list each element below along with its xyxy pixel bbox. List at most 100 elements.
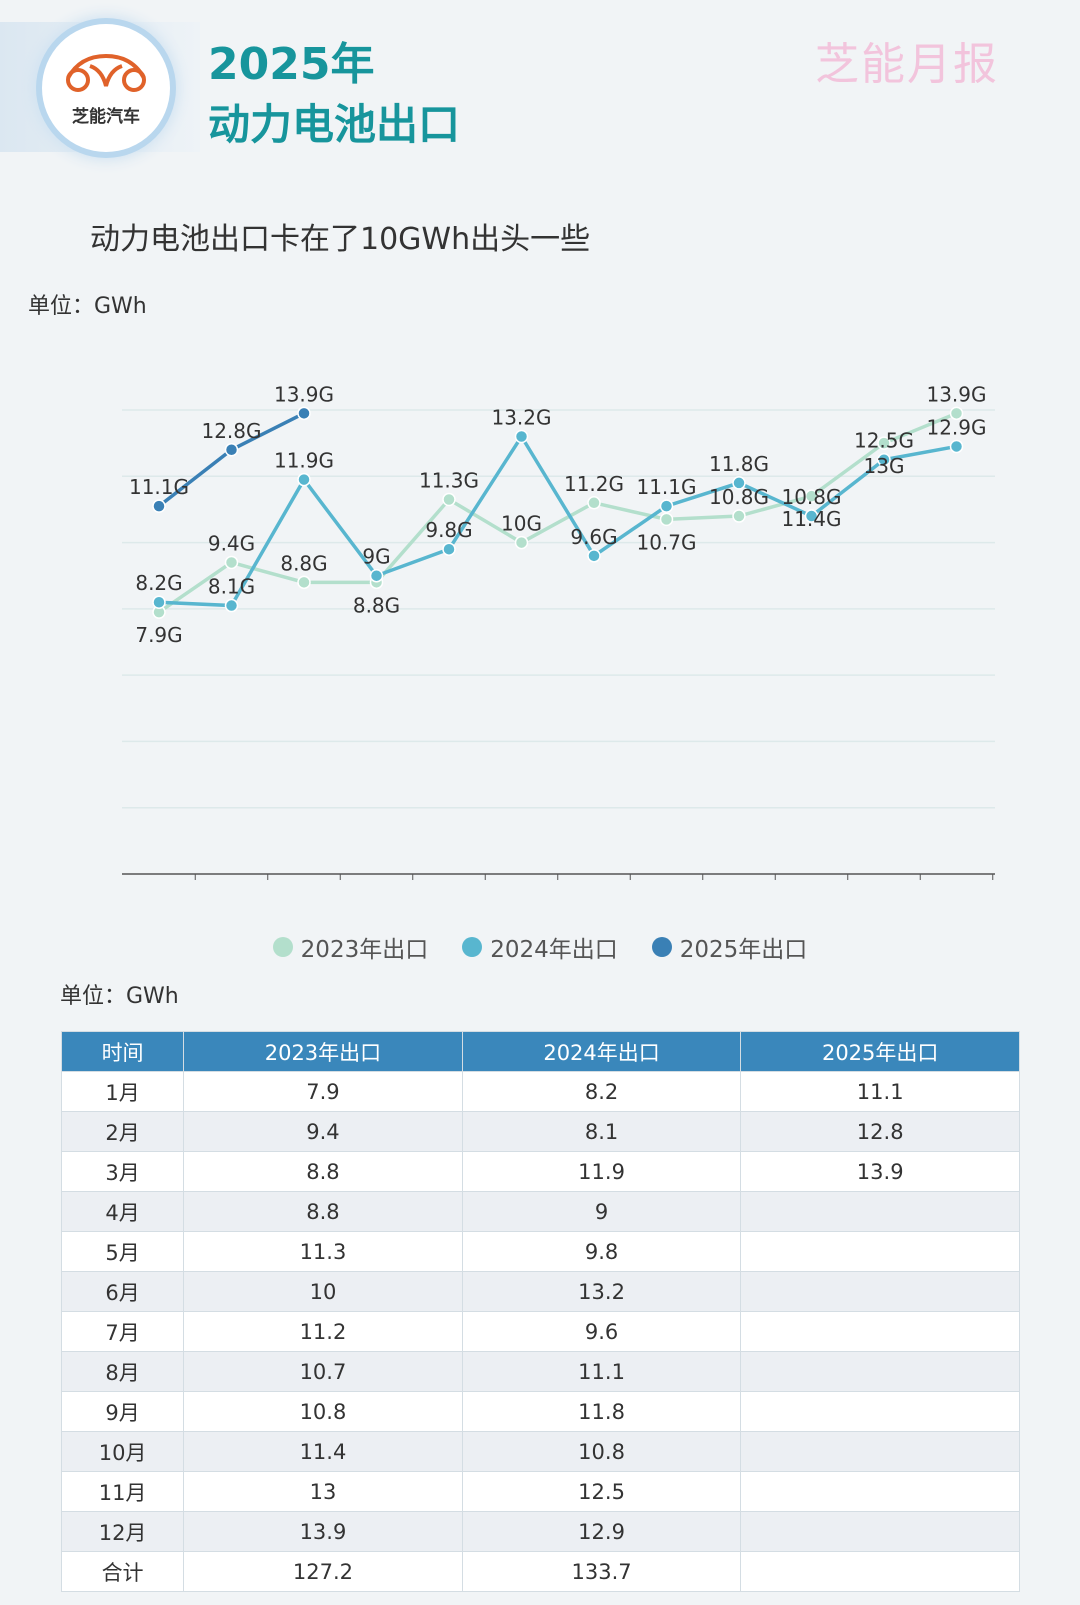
table-cell: 1月 <box>60 1071 185 1112</box>
table-header-row: 时间 2023年出口 2024年出口 2025年出口 <box>60 1031 1020 1072</box>
legend-label: 2025年出口 <box>679 937 808 963</box>
table-cell: 9月 <box>60 1391 185 1432</box>
data-point <box>297 472 311 487</box>
legend-item-2023[interactable]: 2023年出口 <box>272 930 428 964</box>
legend-swatch-2023 <box>272 937 293 957</box>
logo-text: 芝能汽车 <box>72 107 140 127</box>
legend-item-2025[interactable]: 2025年出口 <box>651 930 808 964</box>
table-cell <box>740 1311 1020 1352</box>
data-label: 13.9G <box>926 382 986 406</box>
data-label: 10.8G <box>781 485 841 509</box>
column-header: 时间 <box>60 1031 185 1072</box>
data-point <box>949 439 964 454</box>
table-row: 11月 13 12.5 <box>60 1471 1020 1512</box>
data-point <box>587 496 601 510</box>
table-cell: 10.7 <box>183 1351 463 1392</box>
brand-watermark: 芝能月报 <box>815 39 999 90</box>
data-point <box>514 535 529 550</box>
table-cell: 11.4 <box>183 1431 463 1472</box>
page-title-year: 2025年 <box>208 39 375 90</box>
data-point <box>732 509 746 523</box>
table-row: 7月 11.2 9.6 <box>60 1311 1020 1352</box>
data-point <box>949 406 964 421</box>
column-header: 2023年出口 <box>183 1031 463 1072</box>
data-label: 12.5G <box>854 429 914 453</box>
labels-layer: 11.1G 12.8G 13.9G 8.2G 8.1G 11.9G 9G 9.8G 13.2G 9… <box>129 382 987 647</box>
table-cell: 10.8 <box>461 1431 742 1472</box>
table-cell: 7.9 <box>183 1071 463 1112</box>
data-label: 10.8G <box>709 485 769 509</box>
table-cell: 9.6 <box>461 1311 742 1352</box>
table-cell <box>740 1511 1020 1552</box>
chart-subtitle: 动力电池出口卡在了10GWh出头一些 <box>90 222 591 257</box>
table-cell: 9.4 <box>183 1111 463 1152</box>
table-cell: 127.2 <box>183 1551 463 1592</box>
table-cell: 10 <box>183 1271 463 1312</box>
data-label: 9.6G <box>570 525 617 549</box>
grid-layer <box>122 409 995 880</box>
series-line <box>158 433 957 608</box>
series-line <box>158 411 958 614</box>
data-point <box>804 489 819 503</box>
data-label: 11.4G <box>781 507 841 531</box>
table-row: 8月 10.7 11.1 <box>60 1351 1020 1392</box>
table-row: 9月 10.8 11.8 <box>60 1391 1020 1432</box>
data-point <box>514 429 529 444</box>
table-cell <box>740 1191 1020 1232</box>
table-cell: 133.7 <box>461 1551 742 1592</box>
data-point <box>732 476 746 490</box>
table-body: 1月 7.9 8.2 11.1 2月 9.4 8.1 12.8 3月 8.8 11.9 13.9 4月 8… <box>60 1071 1020 1592</box>
line-chart: 11.1G 12.8G 13.9G 8.2G 8.1G 11.9G 9G 9.8G 13.2G 9… <box>122 382 995 880</box>
data-label: 9.4G <box>208 531 255 555</box>
table-cell: 11.1 <box>461 1351 742 1392</box>
data-label: 10G <box>501 512 542 536</box>
data-point <box>587 549 601 563</box>
table-cell: 11月 <box>60 1471 185 1512</box>
data-point <box>659 512 674 527</box>
data-label: 11.9G <box>274 449 334 473</box>
data-label: 7.9G <box>135 623 182 647</box>
data-point <box>877 436 891 450</box>
table-cell <box>740 1391 1020 1432</box>
table-cell: 5月 <box>60 1231 185 1272</box>
table-cell: 11.9 <box>461 1151 742 1192</box>
data-point <box>152 595 166 609</box>
table-cell: 合计 <box>60 1551 185 1592</box>
data-label: 12.9G <box>926 415 986 439</box>
table-cell: 12.9 <box>461 1511 742 1552</box>
data-label: 11.1G <box>636 475 696 499</box>
data-point <box>224 443 239 457</box>
logo: 芝能汽车 <box>42 24 170 152</box>
table-cell <box>740 1271 1020 1312</box>
table-cell: 12.5 <box>461 1471 742 1512</box>
table-cell: 8.1 <box>461 1111 742 1152</box>
data-label: 12.8G <box>201 419 261 443</box>
table-cell: 6月 <box>60 1271 185 1312</box>
legend-swatch-2025 <box>651 937 672 957</box>
data-point <box>297 406 311 421</box>
data-point <box>877 452 891 467</box>
table-cell: 13.9 <box>183 1511 463 1552</box>
table-cell: 8.2 <box>461 1071 742 1112</box>
table-cell <box>740 1231 1020 1272</box>
data-label: 13G <box>864 454 905 478</box>
table-cell: 8.8 <box>183 1191 463 1232</box>
table-cell: 11.2 <box>183 1311 463 1352</box>
table-cell <box>740 1351 1020 1392</box>
table-cell: 4月 <box>60 1191 185 1232</box>
data-point <box>804 509 819 523</box>
data-point <box>152 499 166 513</box>
table-cell: 9.8 <box>461 1231 742 1272</box>
data-label: 11.2G <box>564 472 624 496</box>
lines-layer <box>152 406 964 619</box>
table-cell: 2月 <box>60 1111 185 1152</box>
data-point <box>224 555 239 570</box>
unit-label-table: 单位：GWh <box>60 984 179 1009</box>
column-header: 2025年出口 <box>740 1031 1020 1072</box>
legend-item-2024[interactable]: 2024年出口 <box>462 930 618 964</box>
data-table: 时间 2023年出口 2024年出口 2025年出口 1月 7.9 8.2 11.1 2月 9.… <box>60 1031 1020 1592</box>
data-point <box>369 568 384 583</box>
table-cell: 8月 <box>60 1351 185 1392</box>
table-cell: 9 <box>461 1191 742 1232</box>
data-label: 13.2G <box>491 406 551 430</box>
